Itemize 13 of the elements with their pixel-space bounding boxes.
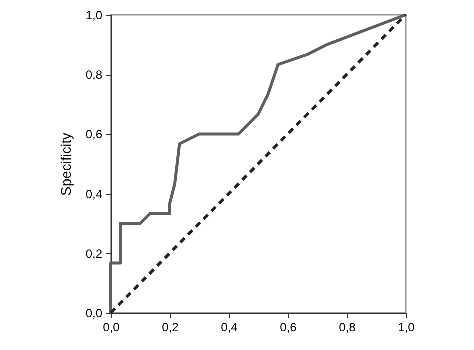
x-tick-label: 0,6 — [280, 320, 298, 334]
y-axis-title: Specificity — [58, 132, 74, 196]
y-tick-label: 0,6 — [86, 128, 103, 142]
y-tick-label: 0,2 — [86, 246, 103, 261]
x-tick-label: 1,0 — [398, 320, 416, 334]
y-tick-label: 0,4 — [86, 187, 103, 202]
x-tick-label: 0,8 — [339, 320, 356, 334]
y-tick-label: 0,0 — [86, 306, 103, 320]
y-tick-label: 1,0 — [86, 8, 103, 22]
x-tick-label: 0,4 — [221, 320, 238, 334]
x-tick-label: 0,0 — [103, 320, 120, 334]
y-tick-label: 0,8 — [86, 68, 103, 82]
x-tick-label: 0,2 — [162, 320, 180, 334]
